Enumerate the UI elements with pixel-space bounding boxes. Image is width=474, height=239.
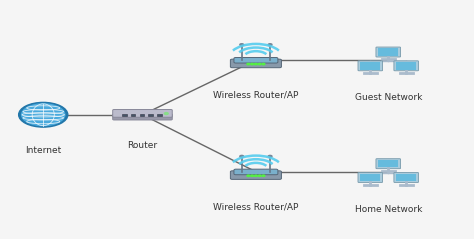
Circle shape: [255, 175, 257, 176]
Text: Home Network: Home Network: [355, 205, 422, 214]
FancyBboxPatch shape: [113, 109, 172, 117]
Circle shape: [240, 44, 244, 46]
Text: Guest Network: Guest Network: [355, 93, 422, 102]
FancyBboxPatch shape: [394, 61, 419, 71]
Circle shape: [258, 175, 261, 176]
FancyBboxPatch shape: [358, 61, 383, 71]
FancyBboxPatch shape: [113, 114, 172, 120]
Bar: [157, 114, 162, 116]
Bar: [139, 114, 144, 116]
FancyBboxPatch shape: [376, 159, 401, 169]
Circle shape: [164, 113, 168, 114]
Circle shape: [251, 63, 254, 65]
Circle shape: [262, 175, 265, 176]
FancyBboxPatch shape: [230, 59, 282, 68]
FancyBboxPatch shape: [234, 169, 278, 175]
Text: Wireless Router/AP: Wireless Router/AP: [213, 91, 299, 100]
FancyBboxPatch shape: [376, 47, 401, 57]
Circle shape: [240, 155, 244, 157]
Circle shape: [258, 63, 261, 65]
Text: Router: Router: [128, 141, 157, 150]
FancyBboxPatch shape: [378, 160, 398, 168]
Circle shape: [22, 104, 65, 126]
Circle shape: [251, 175, 254, 176]
Circle shape: [18, 102, 68, 127]
FancyBboxPatch shape: [360, 62, 380, 70]
FancyBboxPatch shape: [396, 62, 416, 70]
FancyBboxPatch shape: [394, 173, 419, 182]
Circle shape: [255, 63, 257, 65]
Bar: [122, 114, 127, 116]
FancyBboxPatch shape: [378, 48, 398, 56]
Text: Wireless Router/AP: Wireless Router/AP: [213, 203, 299, 212]
Circle shape: [247, 175, 250, 176]
Text: Internet: Internet: [25, 146, 61, 155]
Circle shape: [247, 63, 250, 65]
FancyBboxPatch shape: [396, 174, 416, 181]
Bar: [131, 114, 136, 116]
Circle shape: [268, 44, 272, 46]
FancyBboxPatch shape: [234, 58, 278, 63]
FancyBboxPatch shape: [230, 171, 282, 179]
FancyBboxPatch shape: [358, 173, 383, 182]
Circle shape: [268, 155, 272, 157]
FancyBboxPatch shape: [360, 174, 380, 181]
Circle shape: [262, 63, 265, 65]
Bar: [148, 114, 153, 116]
